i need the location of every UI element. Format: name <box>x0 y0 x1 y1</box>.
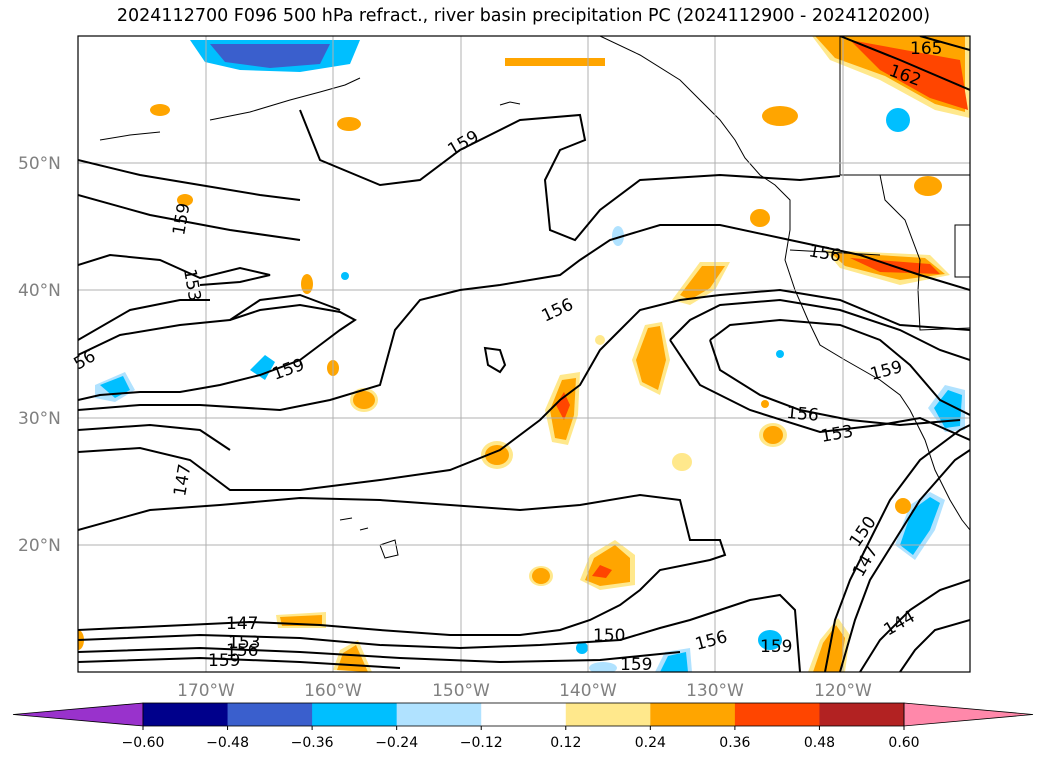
lat-labels: 50°N 40°N 30°N 20°N <box>18 154 61 556</box>
colorbar-tick-label: 0.12 <box>550 735 581 751</box>
lon-label-120w: 120°W <box>814 681 872 701</box>
colorbar-segment <box>565 703 651 726</box>
colorbar-tick-label: 0.36 <box>719 735 750 751</box>
colorbar: −0.60 −0.48 −0.36 −0.24 −0.12 0.12 0.24 0.36 0.4… <box>12 702 1034 751</box>
colorbar-tick-label: −0.36 <box>291 735 334 751</box>
colorbar-segment <box>227 703 313 726</box>
lat-label-30n: 30°N <box>18 409 61 429</box>
coastlines <box>99 36 970 559</box>
lat-label-20n: 20°N <box>18 536 61 556</box>
pos-area <box>680 266 725 300</box>
colorbar-tick-label: −0.12 <box>460 735 503 751</box>
colorbar-segment <box>734 703 820 726</box>
colorbar-extend-low <box>12 702 144 727</box>
lon-label-160w: 160°W <box>304 681 362 701</box>
contour-label: 156 <box>226 641 258 661</box>
neg-area <box>250 355 275 380</box>
colorbar-tick-label: 0.24 <box>635 735 666 751</box>
contour-label: 156 <box>786 403 820 426</box>
colorbar-segment <box>143 703 229 726</box>
pos-area <box>556 392 570 420</box>
pos-area <box>850 40 968 110</box>
map-frame <box>77 35 971 673</box>
colorbar-tick-label: −0.60 <box>122 735 165 751</box>
colorbar-segment <box>312 703 398 726</box>
pos-area <box>505 58 605 66</box>
colorbar-tick-label: −0.24 <box>375 735 418 751</box>
colorbar-extend-high <box>903 702 1034 727</box>
colorbar-segment <box>650 703 736 726</box>
colorbar-tick-label: 0.48 <box>804 735 835 751</box>
lon-labels: 170°W 160°W 150°W 140°W 130°W 120°W <box>177 681 872 701</box>
pos-area <box>636 326 666 390</box>
lon-label-150w: 150°W <box>432 681 490 701</box>
pos-area <box>592 565 612 578</box>
graticule <box>78 36 970 672</box>
lat-label-50n: 50°N <box>18 154 61 174</box>
colorbar-segment <box>481 703 567 726</box>
colorbar-tick-label: −0.48 <box>206 735 249 751</box>
map-title: 2024112700 F096 500 hPa refract., river … <box>116 6 931 26</box>
lon-label-170w: 170°W <box>177 681 235 701</box>
neg-area <box>900 497 940 555</box>
lon-label-140w: 140°W <box>559 681 617 701</box>
colorbar-segment <box>396 703 482 726</box>
refractivity-contours <box>78 36 970 672</box>
colorbar-tick-label: 0.60 <box>888 735 919 751</box>
contour-label: 150 <box>593 626 625 646</box>
contour-label: 147 <box>226 614 258 634</box>
lon-label-130w: 130°W <box>686 681 744 701</box>
neg-area <box>660 652 688 672</box>
colorbar-segment <box>819 703 905 726</box>
contour-label: 159 <box>760 637 792 657</box>
colorbar-frame <box>142 702 905 727</box>
lat-label-40n: 40°N <box>18 281 61 301</box>
map-panel <box>78 36 970 672</box>
contour-label: 153 <box>228 633 260 653</box>
contour-label: 159 <box>208 651 240 671</box>
neg-area <box>210 44 330 68</box>
contour-label: 159 <box>620 655 652 675</box>
contour-label: 165 <box>910 39 942 59</box>
